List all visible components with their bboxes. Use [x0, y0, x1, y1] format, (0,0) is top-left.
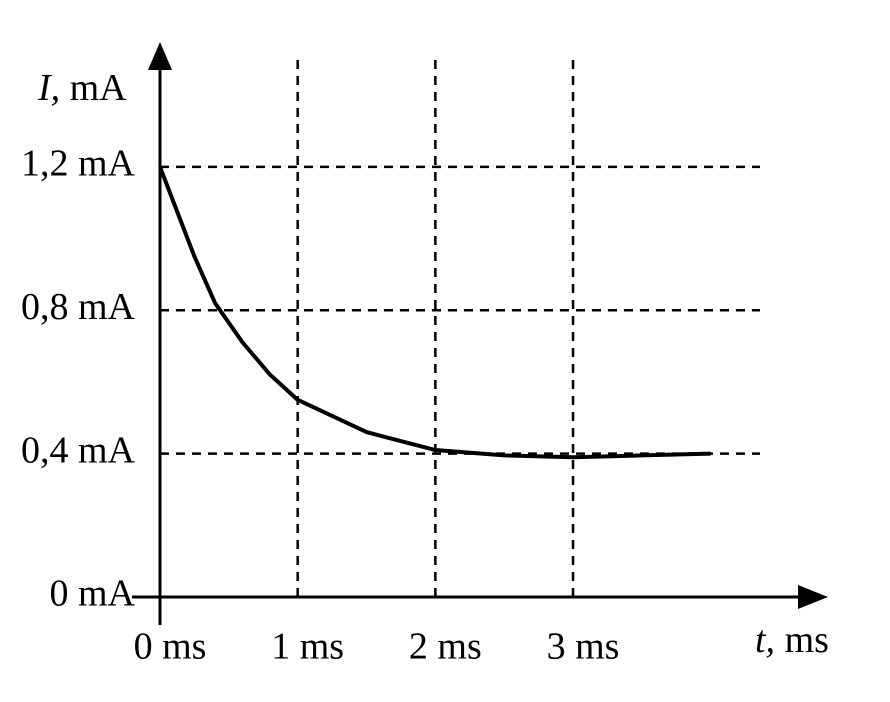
- y-tick-label: 0,8 mA: [21, 286, 136, 328]
- y-axis-label: I, mA: [38, 67, 127, 109]
- x-tick-label: 3 ms: [547, 626, 620, 668]
- y-tick-label: 0,4 mA: [21, 429, 136, 471]
- line-series: [158, 166, 711, 460]
- y-tick-label: 0 mA: [50, 573, 136, 615]
- x-axis-label: t, ms: [755, 619, 829, 661]
- x-axis-arrow: [798, 585, 828, 609]
- y-axis-arrow: [148, 42, 172, 70]
- x-tick-label: 2 ms: [409, 626, 482, 668]
- x-tick-label: 1 ms: [271, 626, 344, 668]
- x-tick-label: 0 ms: [134, 626, 207, 668]
- y-tick-label: 1,2 mA: [21, 143, 136, 185]
